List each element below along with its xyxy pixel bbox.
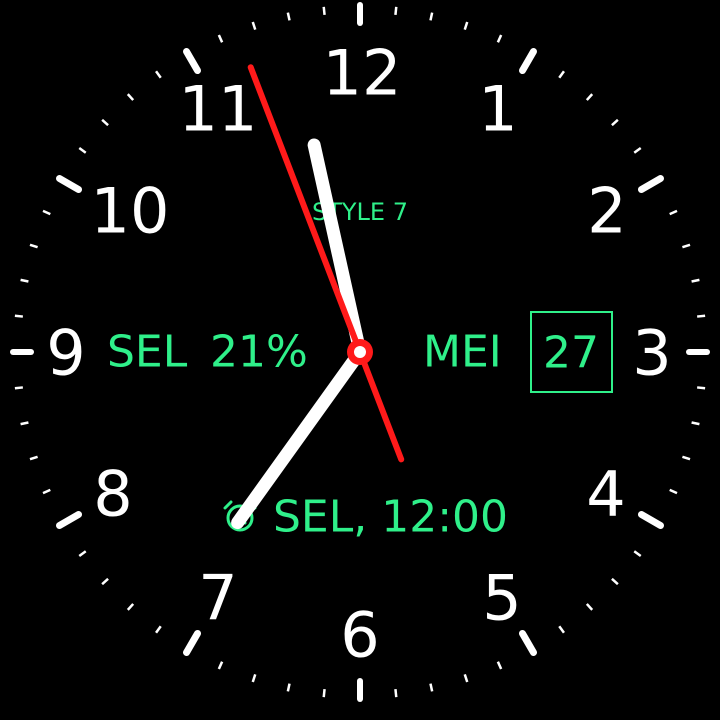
minute-tick: [78, 550, 87, 557]
minute-tick: [101, 118, 109, 127]
minute-tick: [20, 421, 29, 426]
hour-tick: [55, 511, 83, 529]
minute-tick: [322, 689, 326, 698]
numeral-11: 11: [179, 73, 258, 146]
minute-tick: [155, 70, 162, 79]
minute-tick: [14, 386, 23, 390]
minute-tick: [585, 93, 594, 101]
minute-tick: [101, 577, 109, 586]
numeral-7: 7: [198, 562, 237, 635]
date-month: MEI: [423, 327, 502, 378]
hour-hand: [231, 345, 367, 530]
minute-tick: [42, 488, 51, 495]
minute-tick: [78, 147, 87, 154]
minute-tick: [126, 603, 135, 611]
minute-tick: [429, 12, 434, 21]
minute-tick: [394, 6, 398, 15]
minute-tick: [322, 6, 326, 15]
minute-tick: [394, 689, 398, 698]
minute-tick: [286, 12, 291, 21]
hour-numerals: 12 1 2 3 4 5 6 7 8 9 10 11: [46, 37, 671, 672]
minute-tick: [669, 488, 678, 495]
hour-tick: [519, 629, 537, 657]
minute-tick: [633, 550, 642, 557]
minute-tick: [611, 577, 619, 586]
hour-tick: [183, 47, 201, 75]
minute-tick: [691, 278, 700, 283]
hour-tick: [637, 511, 665, 529]
minute-tick: [558, 625, 565, 634]
second-hand: [247, 64, 405, 463]
minute-tick: [691, 421, 700, 426]
minute-tick: [611, 118, 619, 127]
minute-tick: [697, 386, 706, 390]
numeral-5: 5: [482, 562, 521, 635]
battery-day: SEL: [107, 327, 188, 378]
minute-tick: [251, 674, 257, 683]
minute-tick: [251, 21, 257, 30]
battery-percent: 21%: [210, 327, 308, 378]
minute-tick: [463, 21, 469, 30]
numeral-8: 8: [93, 458, 132, 531]
hour-tick: [519, 47, 537, 75]
date-complication: MEI 27: [423, 311, 613, 393]
minute-tick: [496, 661, 503, 670]
minute-tick: [29, 455, 38, 461]
minute-tick: [682, 455, 691, 461]
minute-tick: [496, 34, 503, 43]
numeral-6: 6: [340, 599, 379, 672]
minute-tick: [217, 34, 224, 43]
minute-tick: [155, 625, 162, 634]
minute-tick: [429, 683, 434, 692]
minute-hand: [307, 138, 367, 359]
minute-tick: [585, 603, 594, 611]
minute-tick: [20, 278, 29, 283]
numeral-3: 3: [632, 317, 671, 390]
hour-tick: [55, 175, 83, 193]
minute-tick: [29, 243, 38, 249]
minute-tick: [217, 661, 224, 670]
hour-tick: [183, 629, 201, 657]
minute-tick: [463, 674, 469, 683]
numeral-9: 9: [46, 317, 85, 390]
minute-tick: [286, 683, 291, 692]
minute-tick: [633, 147, 642, 154]
numeral-10: 10: [91, 175, 170, 248]
minute-tick: [126, 93, 135, 101]
date-day: 27: [543, 328, 599, 379]
minute-tick: [558, 70, 565, 79]
clock-hands: [231, 64, 405, 530]
hour-tick: [637, 175, 665, 193]
numeral-4: 4: [586, 458, 625, 531]
center-dot: [354, 346, 366, 358]
date-box: [530, 311, 613, 393]
minute-tick: [682, 243, 691, 249]
numeral-1: 1: [478, 73, 517, 146]
tick-marks: [10, 2, 710, 702]
minute-tick: [42, 209, 51, 216]
numeral-2: 2: [587, 175, 626, 248]
numeral-12: 12: [323, 37, 402, 110]
minute-tick: [14, 314, 23, 318]
alarm-time: SEL, 12:00: [273, 492, 508, 543]
minute-tick: [669, 209, 678, 216]
battery-complication: SEL 21%: [107, 327, 308, 378]
minute-tick: [697, 314, 706, 318]
